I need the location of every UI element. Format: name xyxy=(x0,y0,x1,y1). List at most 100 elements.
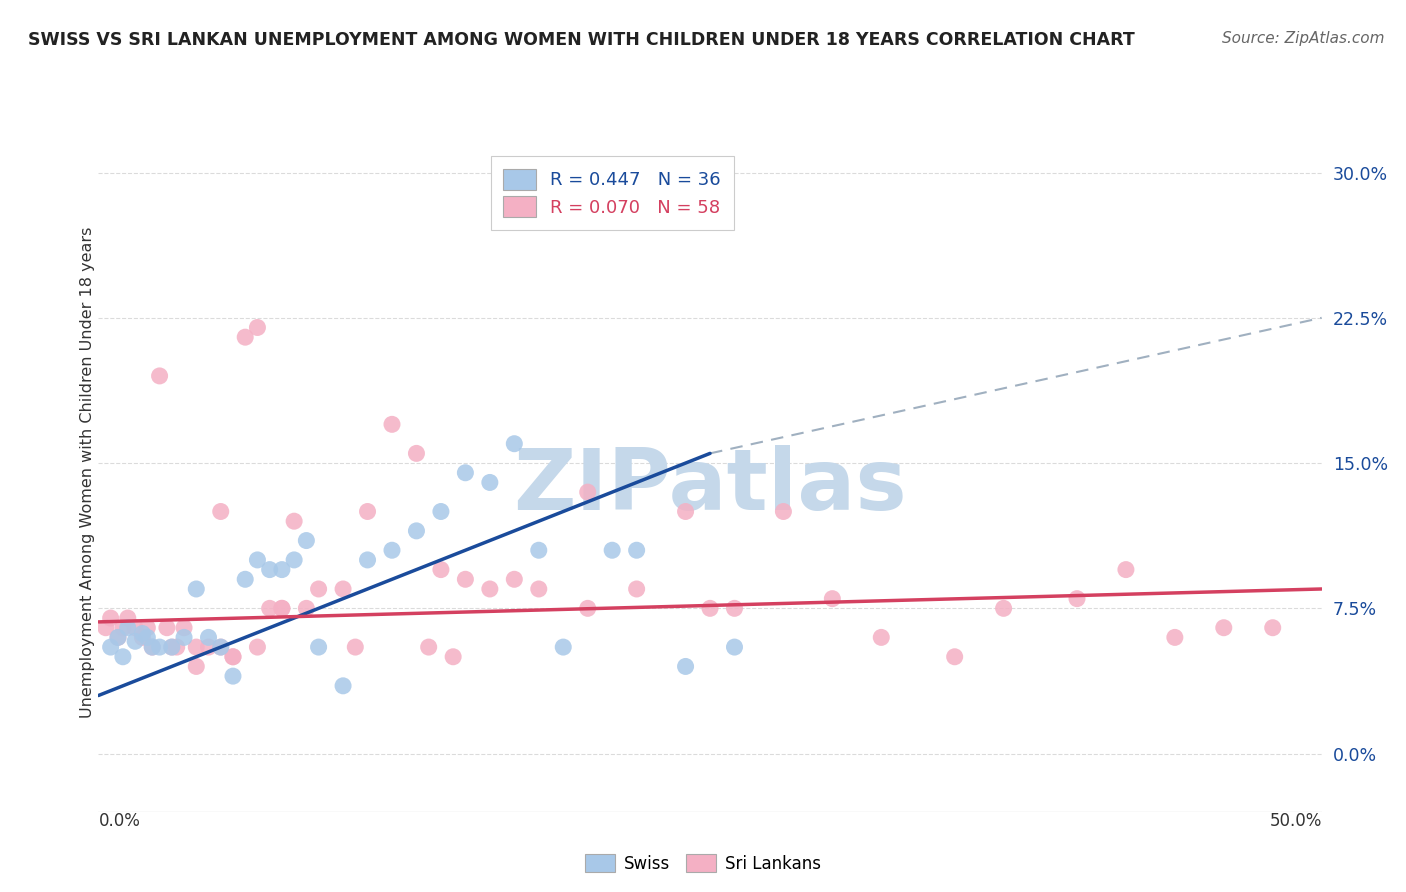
Point xyxy=(94,621,117,635)
Text: Source: ZipAtlas.com: Source: ZipAtlas.com xyxy=(1222,31,1385,46)
Point xyxy=(600,543,623,558)
Point xyxy=(117,611,139,625)
Point xyxy=(626,582,648,596)
Point xyxy=(166,640,188,654)
Point xyxy=(332,679,354,693)
Point xyxy=(149,368,172,383)
Point xyxy=(699,601,721,615)
Legend: Swiss, Sri Lankans: Swiss, Sri Lankans xyxy=(578,847,828,880)
Point xyxy=(381,543,404,558)
Point xyxy=(136,621,159,635)
Point xyxy=(222,649,245,664)
Point xyxy=(131,631,153,645)
Point xyxy=(723,640,745,654)
Point xyxy=(131,626,153,640)
Point xyxy=(405,524,427,538)
Point xyxy=(503,572,526,586)
Point xyxy=(246,320,269,334)
Point xyxy=(186,659,208,673)
Point xyxy=(576,601,599,615)
Point xyxy=(454,466,477,480)
Text: 50.0%: 50.0% xyxy=(1270,812,1322,830)
Point xyxy=(478,475,501,490)
Point xyxy=(553,640,575,654)
Point xyxy=(246,553,269,567)
Point xyxy=(209,504,232,518)
Point xyxy=(197,631,219,645)
Point xyxy=(197,640,219,654)
Point xyxy=(993,601,1015,615)
Point xyxy=(723,601,745,615)
Point xyxy=(418,640,440,654)
Point xyxy=(124,634,146,648)
Point xyxy=(100,640,122,654)
Point xyxy=(1066,591,1088,606)
Point xyxy=(1212,621,1234,635)
Point xyxy=(356,504,378,518)
Point xyxy=(141,640,163,654)
Point xyxy=(173,631,195,645)
Point xyxy=(283,553,305,567)
Point xyxy=(626,543,648,558)
Point xyxy=(356,553,378,567)
Point xyxy=(675,504,697,518)
Legend: R = 0.447   N = 36, R = 0.070   N = 58: R = 0.447 N = 36, R = 0.070 N = 58 xyxy=(491,156,734,230)
Point xyxy=(100,611,122,625)
Point xyxy=(527,543,550,558)
Point xyxy=(308,582,330,596)
Point xyxy=(141,640,163,654)
Point xyxy=(1261,621,1284,635)
Point xyxy=(270,601,294,615)
Point xyxy=(503,436,526,450)
Point xyxy=(675,659,697,673)
Point xyxy=(430,563,453,577)
Point xyxy=(209,640,232,654)
Point xyxy=(173,621,195,635)
Point xyxy=(259,563,281,577)
Point xyxy=(405,446,427,460)
Point xyxy=(270,563,294,577)
Point xyxy=(430,504,453,518)
Point xyxy=(222,669,245,683)
Point xyxy=(186,582,208,596)
Point xyxy=(772,504,794,518)
Point xyxy=(295,601,318,615)
Point xyxy=(233,330,256,344)
Point xyxy=(209,640,232,654)
Point xyxy=(870,631,893,645)
Point xyxy=(117,621,139,635)
Point xyxy=(111,621,134,635)
Point xyxy=(381,417,404,432)
Point xyxy=(308,640,330,654)
Text: SWISS VS SRI LANKAN UNEMPLOYMENT AMONG WOMEN WITH CHILDREN UNDER 18 YEARS CORREL: SWISS VS SRI LANKAN UNEMPLOYMENT AMONG W… xyxy=(28,31,1135,49)
Point xyxy=(156,621,179,635)
Point xyxy=(160,640,183,654)
Point xyxy=(149,640,172,654)
Point xyxy=(246,640,269,654)
Point xyxy=(295,533,318,548)
Point xyxy=(270,601,294,615)
Point xyxy=(1115,563,1137,577)
Point xyxy=(344,640,367,654)
Text: 0.0%: 0.0% xyxy=(98,812,141,830)
Point xyxy=(943,649,966,664)
Point xyxy=(124,621,146,635)
Point xyxy=(478,582,501,596)
Point xyxy=(441,649,464,664)
Point xyxy=(527,582,550,596)
Point xyxy=(107,631,129,645)
Point xyxy=(283,514,305,528)
Point xyxy=(1164,631,1187,645)
Point xyxy=(186,640,208,654)
Text: ZIPatlas: ZIPatlas xyxy=(513,445,907,528)
Point xyxy=(576,485,599,500)
Point xyxy=(222,649,245,664)
Point xyxy=(160,640,183,654)
Point xyxy=(233,572,256,586)
Point xyxy=(259,601,281,615)
Point xyxy=(332,582,354,596)
Y-axis label: Unemployment Among Women with Children Under 18 years: Unemployment Among Women with Children U… xyxy=(80,227,94,718)
Point xyxy=(454,572,477,586)
Point xyxy=(821,591,844,606)
Point xyxy=(136,631,159,645)
